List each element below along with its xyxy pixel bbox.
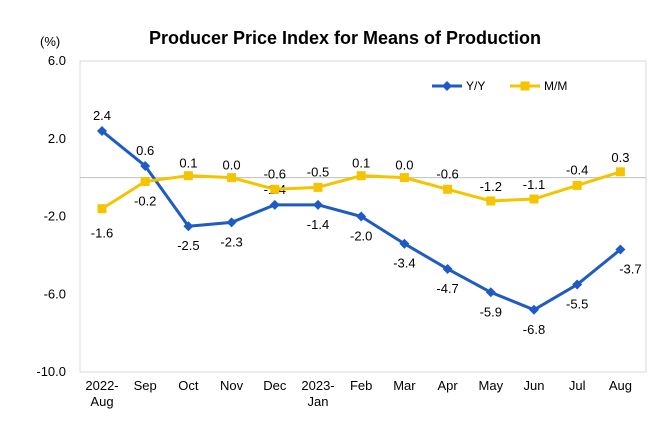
plot-frame bbox=[79, 60, 647, 373]
data-point bbox=[227, 173, 237, 183]
y-tick-label: -6.0 bbox=[44, 286, 66, 301]
y-tick-label: 6.0 bbox=[48, 53, 66, 68]
data-point bbox=[140, 160, 151, 171]
data-point bbox=[183, 171, 193, 181]
data-point bbox=[226, 217, 237, 228]
data-label: -0.5 bbox=[307, 164, 329, 179]
data-label: -2.5 bbox=[177, 238, 199, 253]
x-tick-label: Apr bbox=[437, 378, 458, 393]
data-label: 0.1 bbox=[352, 156, 370, 171]
data-point bbox=[313, 199, 323, 210]
data-point bbox=[529, 194, 539, 204]
data-point bbox=[269, 199, 280, 210]
x-tick-label: Sep bbox=[134, 378, 157, 393]
data-point bbox=[183, 221, 194, 232]
y-tick-label: -2.0 bbox=[44, 209, 66, 224]
y-tick-label: -10.0 bbox=[36, 364, 66, 379]
legend: Y/Y M/M bbox=[432, 79, 567, 93]
data-label: 0.0 bbox=[223, 158, 241, 173]
data-label: -6.8 bbox=[523, 322, 545, 337]
x-tick-label: Feb bbox=[350, 378, 372, 393]
data-label: -3.4 bbox=[393, 256, 415, 271]
series-yy: 2.40.6-2.5-2.3-1.4-1.4-2.0-3.4-4.7-5.9-6… bbox=[93, 108, 642, 337]
data-point bbox=[97, 204, 107, 214]
data-point bbox=[399, 238, 410, 249]
x-tick-label: Mar bbox=[393, 378, 416, 393]
data-point bbox=[486, 196, 496, 206]
data-label: -2.0 bbox=[350, 229, 372, 244]
data-label: 2.4 bbox=[93, 108, 111, 123]
x-tick-label: Jun bbox=[524, 378, 545, 393]
x-tick-label: Dec bbox=[263, 378, 287, 393]
x-tick-label: Aug bbox=[609, 378, 632, 393]
data-label: -5.9 bbox=[480, 304, 502, 319]
data-label: 0.3 bbox=[611, 150, 629, 165]
data-label: 0.0 bbox=[395, 158, 413, 173]
series-layer: 2.40.6-2.5-2.3-1.4-1.4-2.0-3.4-4.7-5.9-6… bbox=[91, 108, 642, 337]
data-point bbox=[442, 263, 453, 274]
series-mm: -1.6 -0.2 0.1 0.0 -0.6 -0.5 0.1 0.0 -0.6 -1.2 -1.1… bbox=[91, 150, 630, 241]
data-point bbox=[572, 279, 583, 290]
y-unit-label: (%) bbox=[40, 34, 60, 49]
data-label: -0.6 bbox=[264, 166, 286, 181]
data-point bbox=[443, 184, 453, 194]
data-point bbox=[615, 167, 625, 177]
x-tick-label: May bbox=[479, 378, 504, 393]
data-point bbox=[313, 182, 323, 192]
data-point bbox=[572, 180, 582, 190]
data-label: -5.5 bbox=[566, 297, 588, 312]
chart-title: Producer Price Index for Means of Produc… bbox=[149, 28, 541, 48]
data-label: -1.6 bbox=[91, 226, 113, 241]
data-point bbox=[529, 304, 539, 315]
legend-marker bbox=[520, 81, 530, 91]
data-label: -1.1 bbox=[523, 177, 545, 192]
y-tick-label: 2.0 bbox=[48, 131, 66, 146]
y-axis-ticks: 6.0 2.0 -2.0 -6.0 -10.0 bbox=[36, 53, 66, 379]
data-label: 0.6 bbox=[136, 143, 154, 158]
data-point bbox=[399, 173, 409, 183]
data-label: -0.4 bbox=[566, 162, 588, 177]
x-axis-ticks: 2022-Aug Sep Oct Nov Dec 2023-Jan Feb Mar Apr May… bbox=[85, 378, 632, 409]
x-tick-label: 2023-Jan bbox=[301, 378, 334, 409]
x-tick-label: Nov bbox=[220, 378, 244, 393]
data-point bbox=[485, 287, 496, 298]
legend-label: M/M bbox=[544, 79, 567, 93]
data-label: -3.7 bbox=[619, 262, 641, 277]
data-point bbox=[270, 184, 280, 194]
x-tick-label: Oct bbox=[178, 378, 199, 393]
data-label: -1.4 bbox=[307, 217, 329, 232]
data-label: -1.2 bbox=[480, 179, 502, 194]
data-label: -0.6 bbox=[436, 166, 458, 181]
legend-marker bbox=[442, 81, 452, 91]
data-label: -2.3 bbox=[220, 234, 242, 249]
data-point bbox=[615, 244, 626, 255]
data-point bbox=[356, 211, 367, 222]
data-point bbox=[97, 125, 107, 136]
data-point bbox=[140, 177, 150, 187]
legend-label: Y/Y bbox=[466, 79, 485, 93]
x-tick-label: Jul bbox=[569, 378, 586, 393]
data-label: -4.7 bbox=[436, 281, 458, 296]
data-label: 0.1 bbox=[179, 156, 197, 171]
data-point bbox=[356, 171, 366, 181]
x-tick-label: 2022-Aug bbox=[85, 378, 118, 409]
data-label: -0.2 bbox=[134, 194, 156, 209]
